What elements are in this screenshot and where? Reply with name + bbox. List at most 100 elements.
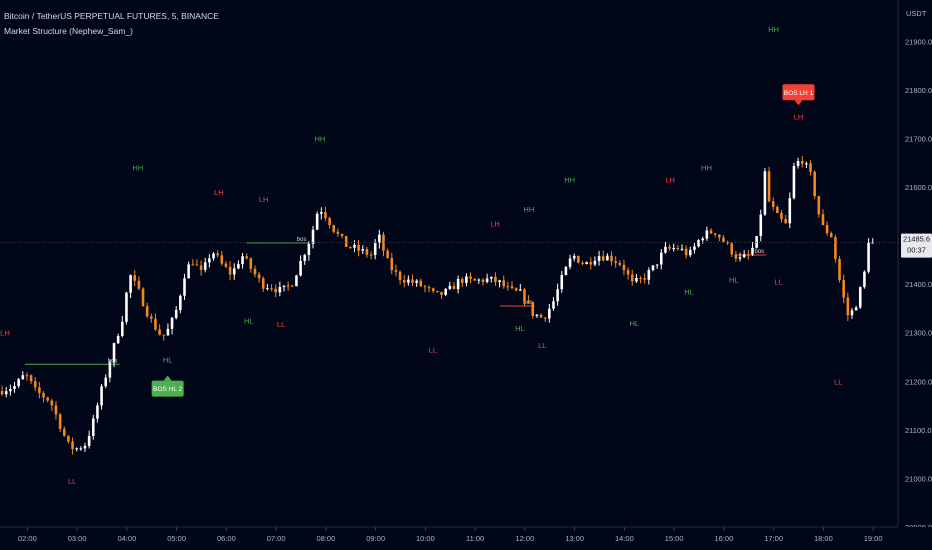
bull-candle[interactable] (415, 279, 418, 287)
bear-candle[interactable] (523, 287, 526, 307)
bear-candle[interactable] (481, 278, 485, 286)
bull-candle[interactable] (112, 342, 116, 368)
bear-candle[interactable] (543, 316, 547, 323)
bull-candle[interactable] (560, 270, 564, 293)
bear-candle[interactable] (626, 267, 630, 280)
bull-candle[interactable] (697, 239, 700, 248)
bear-candle[interactable] (46, 396, 49, 403)
bear-candle[interactable] (216, 250, 219, 258)
bull-candle[interactable] (183, 273, 186, 300)
bear-candle[interactable] (340, 233, 344, 239)
bear-candle[interactable] (25, 372, 29, 381)
bull-candle[interactable] (179, 294, 182, 314)
bear-candle[interactable] (730, 242, 734, 257)
bear-candle[interactable] (71, 437, 74, 455)
bull-candle[interactable] (585, 261, 588, 265)
bull-candle[interactable] (79, 446, 83, 451)
bull-candle[interactable] (104, 374, 108, 389)
bear-candle[interactable] (336, 228, 340, 237)
bull-candle[interactable] (116, 333, 120, 345)
bull-candle[interactable] (187, 261, 190, 279)
bear-candle[interactable] (291, 284, 294, 287)
bear-candle[interactable] (494, 272, 497, 286)
bear-candle[interactable] (261, 276, 265, 292)
bear-candle[interactable] (58, 412, 62, 433)
bear-candle[interactable] (386, 248, 389, 259)
bear-candle[interactable] (834, 234, 837, 263)
bull-candle[interactable] (17, 377, 20, 389)
bear-candle[interactable] (154, 313, 157, 331)
bull-candle[interactable] (295, 274, 298, 287)
bear-candle[interactable] (734, 250, 738, 262)
bear-candle[interactable] (38, 381, 41, 399)
bear-candle[interactable] (0, 385, 4, 396)
bull-candle[interactable] (693, 243, 696, 254)
bull-candle[interactable] (858, 286, 862, 309)
bear-candle[interactable] (286, 281, 290, 291)
bear-candle[interactable] (601, 250, 605, 262)
bear-candle[interactable] (821, 209, 825, 226)
bull-candle[interactable] (232, 263, 236, 280)
bull-candle[interactable] (485, 273, 489, 284)
bear-candle[interactable] (402, 274, 406, 288)
bull-candle[interactable] (299, 255, 302, 277)
bear-candle[interactable] (514, 287, 518, 292)
bull-candle[interactable] (651, 265, 655, 272)
bull-candle[interactable] (556, 283, 559, 306)
bull-candle[interactable] (788, 192, 792, 229)
bull-candle[interactable] (456, 275, 460, 294)
bear-candle[interactable] (842, 274, 845, 304)
bear-candle[interactable] (846, 292, 850, 321)
bear-candle[interactable] (199, 260, 203, 276)
bear-candle[interactable] (809, 160, 812, 176)
bear-candle[interactable] (324, 206, 327, 222)
bull-candle[interactable] (170, 316, 174, 335)
bear-candle[interactable] (54, 401, 58, 420)
bear-candle[interactable] (162, 334, 166, 341)
bull-candle[interactable] (125, 291, 128, 325)
bull-candle[interactable] (871, 238, 874, 244)
bear-candle[interactable] (228, 261, 232, 281)
bear-candle[interactable] (224, 261, 228, 268)
bull-candle[interactable] (597, 250, 601, 266)
bull-candle[interactable] (805, 161, 808, 168)
bear-candle[interactable] (150, 313, 153, 323)
bull-candle[interactable] (552, 297, 555, 311)
bull-candle[interactable] (212, 252, 215, 261)
bear-candle[interactable] (67, 435, 70, 444)
bear-candle[interactable] (747, 249, 750, 260)
bull-candle[interactable] (448, 281, 452, 290)
bear-candle[interactable] (577, 255, 580, 264)
bear-candle[interactable] (270, 284, 273, 292)
bull-candle[interactable] (83, 442, 87, 452)
bear-candle[interactable] (62, 426, 66, 437)
bear-candle[interactable] (133, 270, 137, 286)
bull-candle[interactable] (91, 414, 95, 440)
bear-candle[interactable] (249, 257, 253, 273)
bear-candle[interactable] (502, 275, 506, 289)
bull-candle[interactable] (9, 384, 12, 396)
bear-candle[interactable] (349, 246, 352, 250)
bear-candle[interactable] (825, 221, 829, 236)
bull-candle[interactable] (96, 402, 99, 423)
bull-candle[interactable] (266, 283, 269, 291)
bull-candle[interactable] (672, 243, 675, 252)
bear-candle[interactable] (800, 156, 804, 168)
bull-candle[interactable] (751, 242, 754, 257)
bear-candle[interactable] (220, 250, 224, 266)
bull-candle[interactable] (854, 305, 858, 311)
bear-candle[interactable] (137, 276, 141, 291)
bear-candle[interactable] (780, 210, 783, 223)
bear-candle[interactable] (784, 214, 787, 224)
bull-candle[interactable] (759, 209, 763, 242)
bear-candle[interactable] (440, 291, 443, 299)
bear-candle[interactable] (473, 278, 476, 281)
bull-candle[interactable] (655, 264, 659, 269)
bear-candle[interactable] (50, 398, 54, 411)
bull-candle[interactable] (108, 360, 112, 383)
bear-candle[interactable] (452, 282, 456, 290)
bear-candle[interactable] (643, 273, 646, 284)
bear-candle[interactable] (191, 259, 195, 266)
bear-candle[interactable] (767, 166, 771, 203)
